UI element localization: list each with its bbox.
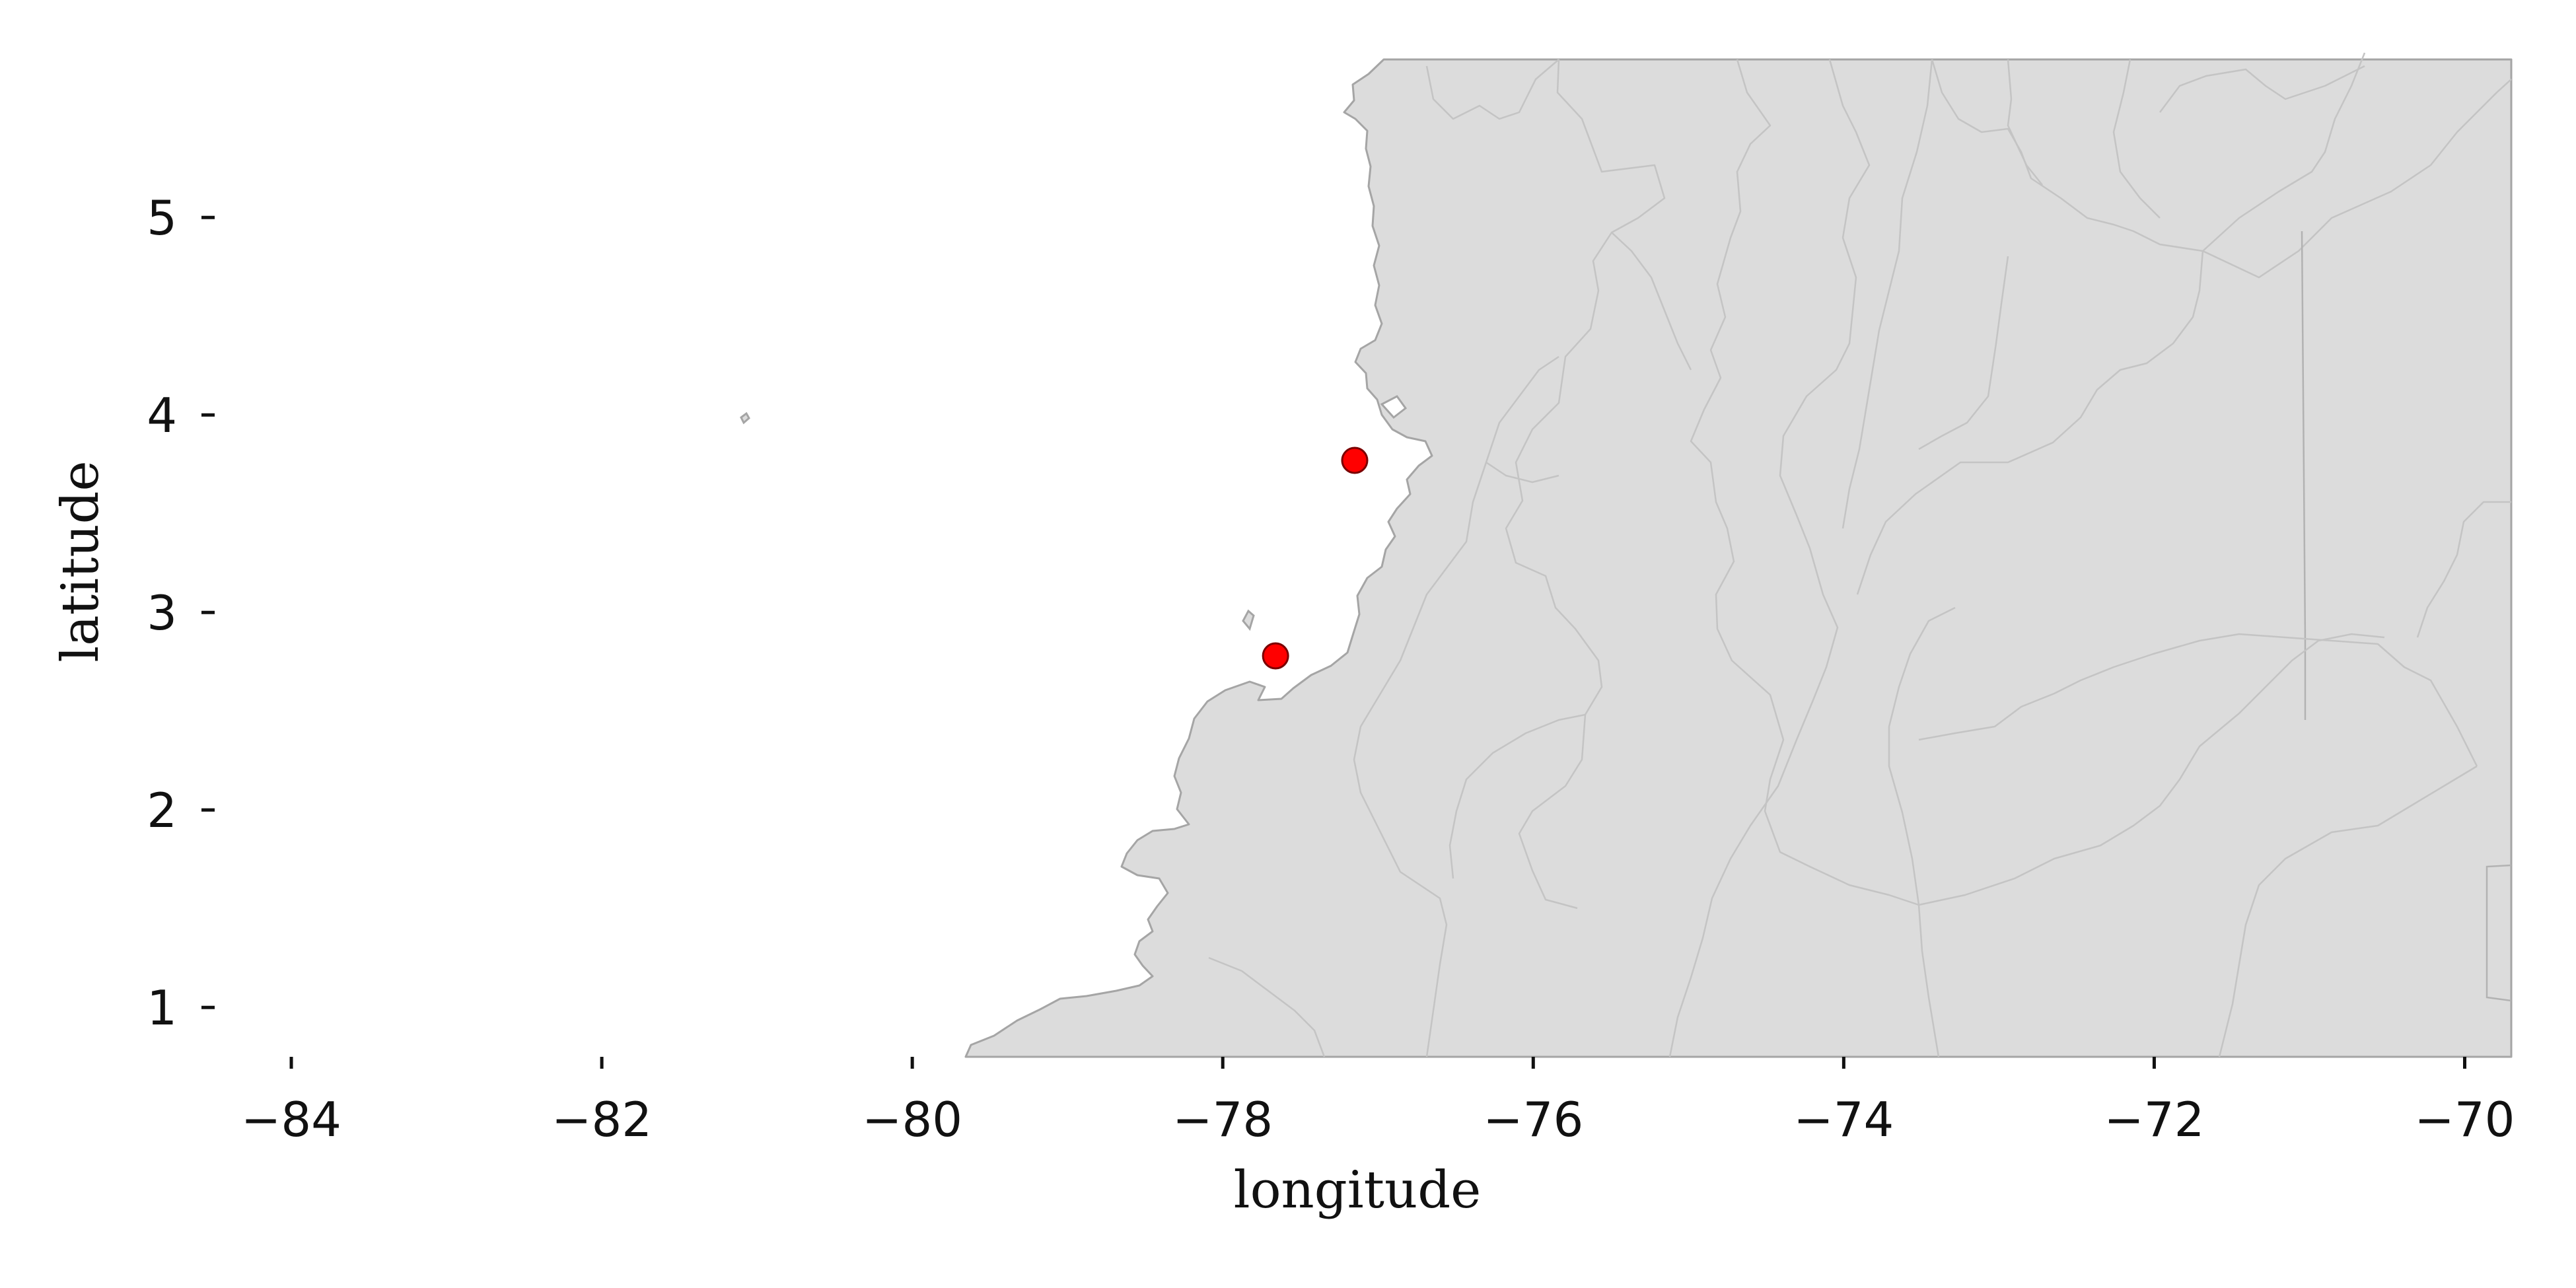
border-line (1485, 461, 1559, 483)
border-line (2112, 59, 2161, 219)
border-line (1353, 355, 1559, 1057)
border-line (1668, 59, 1871, 1057)
x-tick-label: −72 (2104, 1092, 2204, 1147)
x-axis-label: longitude (1234, 1161, 1482, 1220)
border-line (2486, 864, 2512, 1002)
border-line (1917, 904, 1940, 1057)
border-line (1842, 59, 1933, 529)
map-area (740, 52, 2513, 1058)
border-line (2202, 79, 2512, 279)
border-line (2416, 501, 2511, 638)
location-marker (1341, 447, 1369, 474)
border-line (1208, 956, 1326, 1057)
border-line (1505, 59, 1666, 910)
y-tick-label: 1 (147, 980, 177, 1036)
y-tick-label: 4 (147, 388, 177, 443)
x-tick-label: −70 (2415, 1092, 2515, 1147)
border-line (2007, 59, 2043, 186)
border-line (1918, 633, 2385, 906)
x-tick-label: −76 (1483, 1092, 1583, 1147)
y-tick-label: 2 (147, 783, 177, 838)
border-line (1611, 232, 1692, 371)
border-line (1888, 606, 1956, 906)
x-tick-label: −82 (552, 1092, 652, 1147)
border-line (1918, 633, 2478, 767)
border-line (1918, 256, 2009, 450)
border-line (1449, 713, 1586, 879)
x-axis: −84 −82 −80 −78 −76 −74 −72 −70 (241, 1057, 2515, 1147)
border-line (2159, 65, 2365, 113)
location-marker (1262, 642, 1289, 670)
x-tick-label: −78 (1172, 1092, 1273, 1147)
border-line (2301, 231, 2307, 720)
gorgona-island (1242, 609, 1255, 631)
x-tick-label: −74 (1793, 1092, 1894, 1147)
landmass (964, 58, 2513, 1058)
x-tick-label: −84 (241, 1092, 341, 1147)
border-line (1690, 59, 1919, 906)
border-line (1425, 59, 1559, 120)
border-line (2202, 52, 2366, 252)
border-line (2218, 765, 2478, 1057)
y-tick-label: 5 (147, 190, 177, 246)
y-axis-label: latitude (51, 460, 110, 662)
x-tick-label: −80 (862, 1092, 962, 1147)
malpelo-island (740, 411, 750, 425)
y-axis: 1 2 3 4 5 (147, 190, 215, 1036)
point-markers (1262, 447, 1369, 670)
y-tick-label: 3 (147, 585, 177, 641)
